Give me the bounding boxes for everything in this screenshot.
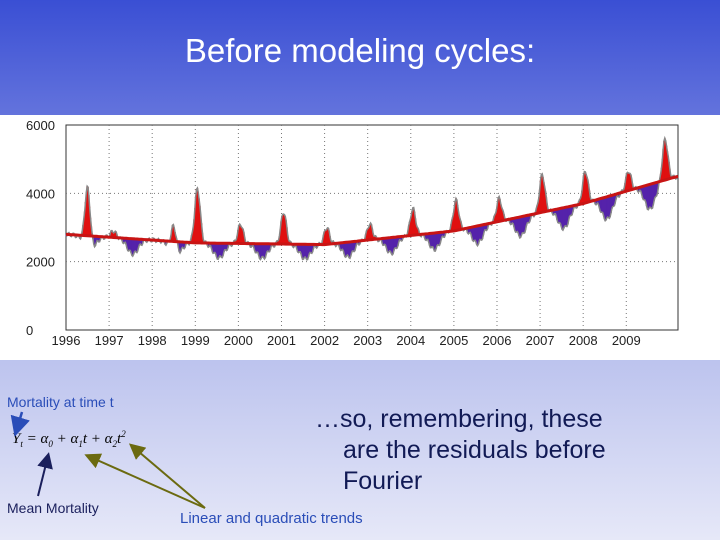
x-tick-label: 2007	[526, 333, 555, 348]
x-tick-label: 1996	[52, 333, 81, 348]
x-tick-label: 1999	[181, 333, 210, 348]
x-tick-label: 2003	[353, 333, 382, 348]
x-tick-label: 2005	[439, 333, 468, 348]
x-tick-label: 2006	[483, 333, 512, 348]
y-tick-label: 4000	[26, 186, 55, 201]
mortality-label: Mortality at time t	[7, 394, 114, 410]
mean-mortality-label: Mean Mortality	[7, 500, 99, 516]
regression-formula: Yt = α0 + α1t + α2t2	[12, 429, 126, 449]
x-tick-label: 2002	[310, 333, 339, 348]
x-tick-label: 2009	[612, 333, 641, 348]
remark-line-1: …so, remembering, these	[315, 405, 603, 433]
trend-line	[65, 174, 679, 247]
x-tick-label: 2008	[569, 333, 598, 348]
remark-line-3: Fourier	[343, 467, 423, 495]
y-tick-label: 2000	[26, 255, 55, 270]
x-tick-label: 2001	[267, 333, 296, 348]
x-tick-label: 2004	[396, 333, 425, 348]
y-tick-label: 6000	[26, 118, 55, 133]
x-tick-label: 1997	[95, 333, 124, 348]
trend-label: Linear and quadratic trends	[180, 510, 363, 527]
slide-title: Before modeling cycles:	[184, 32, 536, 69]
x-tick-label: 1998	[138, 333, 167, 348]
remark-line-2: are the residuals before	[343, 436, 606, 464]
y-tick-label: 0	[26, 323, 33, 338]
residual-remark: …so, remembering, these are the residual…	[315, 404, 695, 497]
x-tick-label: 2000	[224, 333, 253, 348]
